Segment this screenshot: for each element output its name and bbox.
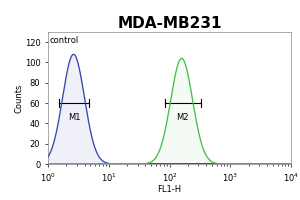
Title: MDA-MB231: MDA-MB231 [117,16,222,31]
Text: M2: M2 [177,113,189,122]
Y-axis label: Counts: Counts [14,83,23,113]
Text: control: control [50,36,79,45]
X-axis label: FL1-H: FL1-H [158,185,182,194]
Text: M1: M1 [68,113,80,122]
